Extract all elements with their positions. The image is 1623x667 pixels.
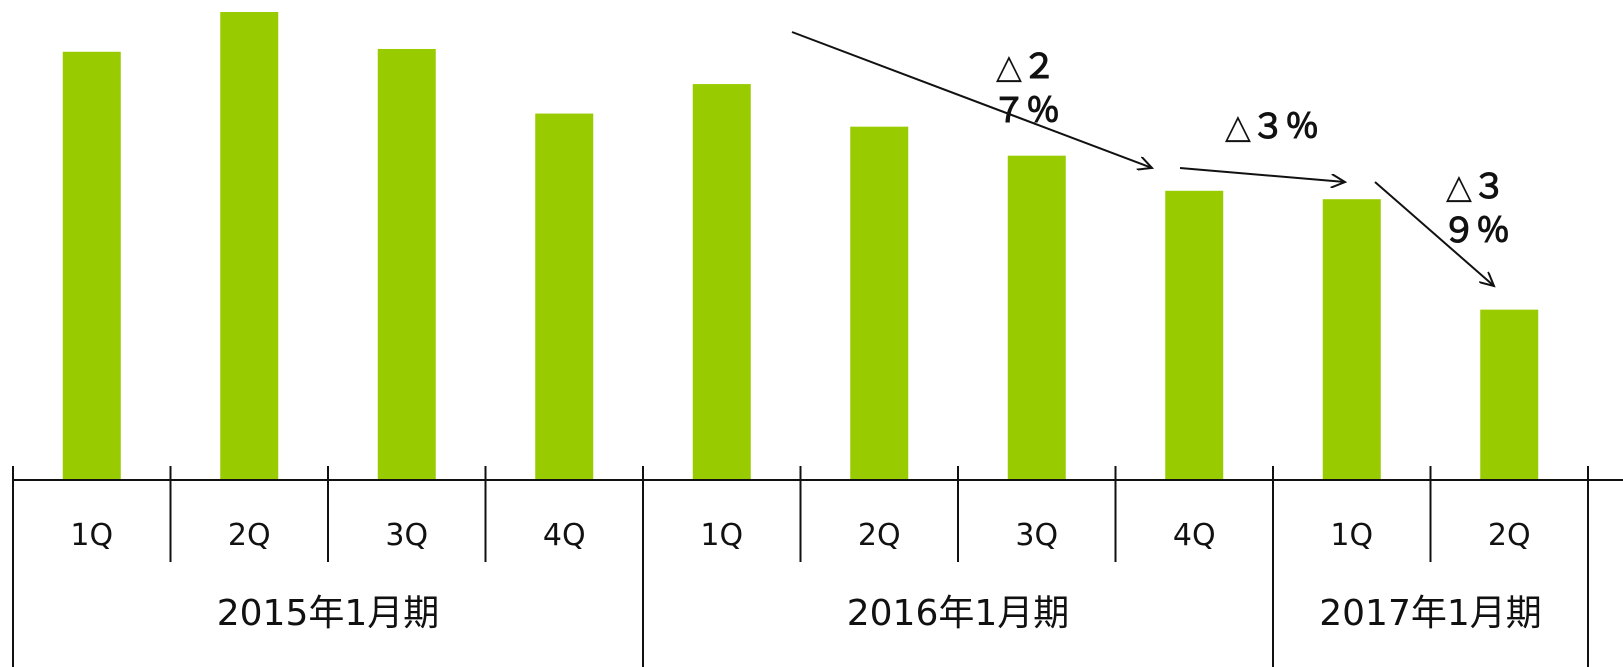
annotations-layer: △２７％ △３％ △３９％ <box>791 31 1510 286</box>
group-label-2: 2017年1月期 <box>1319 593 1542 634</box>
tick-label-1: 2Q <box>228 518 271 553</box>
tick-label-4: 1Q <box>700 518 743 553</box>
tick-label-5: 2Q <box>858 518 901 553</box>
bar-8 <box>1322 199 1381 480</box>
category-axis: 2015年1月期 2016年1月期 2017年1月期 1Q 2Q 3Q 4Q 1Q 2Q 3Q 4Q… <box>12 466 1623 667</box>
annotation-0-line-1: ７％ <box>992 91 1060 131</box>
bar-1 <box>220 12 279 480</box>
annotation-2-line-0: △３ <box>1446 167 1506 207</box>
group-label-1: 2016年1月期 <box>847 593 1070 634</box>
group-label-0: 2015年1月期 <box>217 593 440 634</box>
bar-9 <box>1480 309 1539 480</box>
bar-4 <box>692 84 751 481</box>
tick-label-2: 3Q <box>385 518 428 553</box>
tick-label-9: 2Q <box>1488 518 1531 553</box>
trend-arrow-1 <box>1179 167 1345 182</box>
bar-3 <box>535 113 594 480</box>
tick-label-6: 3Q <box>1015 518 1058 553</box>
tick-label-3: 4Q <box>543 518 586 553</box>
bar-0 <box>62 51 121 480</box>
annotation-1-line-0: △３％ <box>1225 107 1319 147</box>
bar-2 <box>377 48 436 481</box>
bars-layer <box>62 12 1539 481</box>
bar-5 <box>850 126 909 480</box>
tick-label-8: 1Q <box>1330 518 1373 553</box>
tick-label-0: 1Q <box>70 518 113 553</box>
trend-arrow-0 <box>791 31 1152 168</box>
annotation-0-line-0: △２ <box>996 47 1056 87</box>
tick-label-7: 4Q <box>1173 518 1216 553</box>
bar-7 <box>1165 190 1224 480</box>
trend-arrow-2 <box>1374 181 1494 286</box>
annotation-2-line-1: ９％ <box>1442 211 1510 251</box>
bar-6 <box>1007 155 1066 480</box>
